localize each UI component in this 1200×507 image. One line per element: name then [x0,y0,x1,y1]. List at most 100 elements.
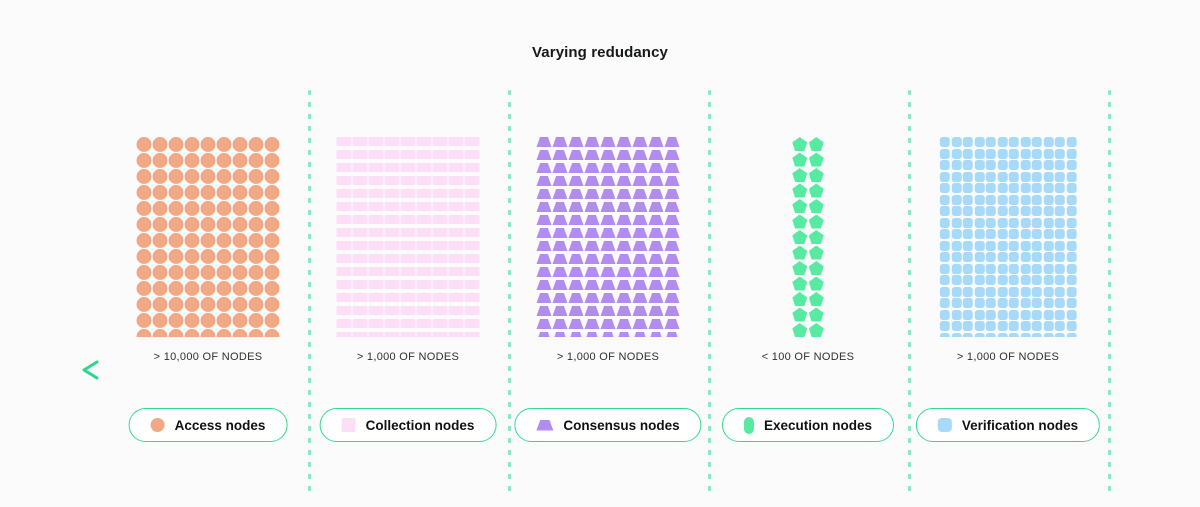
consensus-node-shape [616,254,632,264]
collection-node-shape [384,267,400,276]
consensus-node-shape [584,176,600,186]
access-node-shape [216,329,232,337]
verification-node-shape [1054,148,1065,159]
consensus-node-shape [600,254,616,264]
consensus-node-shape [584,163,600,173]
collection-node-shape [336,332,352,337]
collection-node-shape [336,228,352,237]
consensus-node-shape [664,176,680,186]
verification-node-shape [974,240,985,251]
collection-node-shape [336,176,352,185]
consensus-node-shape [648,215,664,225]
consensus-node-shape [584,228,600,238]
collection-node-shape [336,150,352,159]
verification-node-count-label: > 1,000 OF NODES [956,351,1060,363]
access-node-shape [200,297,216,312]
collection-node-shape [368,306,384,315]
access-node-shape [248,313,264,328]
collection-node-shape [352,189,368,198]
consensus-node-shape [552,215,568,225]
verification-node-shape [1066,194,1077,205]
consensus-node-shape [552,319,568,329]
consensus-node-shape [600,306,616,316]
collection-node-shape [448,306,464,315]
access-node-shape [136,281,152,296]
verification-node-shape [1066,332,1077,337]
consensus-node-shape [568,137,584,147]
verification-node-shape [1031,332,1042,337]
access-node-shape [264,249,280,264]
verification-node-shape [985,252,996,262]
access-node-shape [200,201,216,216]
collection-node-shape [400,150,416,159]
collection-node-shape [416,150,432,159]
consensus-node-shape [664,228,680,238]
verification-node-shape [1031,229,1042,239]
consensus-node-shape [568,319,584,329]
execution-node-shape [792,307,808,322]
consensus-node-shape [568,267,584,277]
verification-node-shape [1054,252,1065,262]
verification-node-shape [939,183,950,193]
consensus-node-shape [664,163,680,173]
verification-node-shape [997,194,1008,205]
verification-node-shape [1020,160,1031,170]
verification-node-shape [1031,148,1042,159]
verification-node-shape [962,240,973,251]
access-node-shape [184,153,200,168]
collection-node-shape [384,241,400,250]
collection-node-shape [464,306,480,315]
consensus-node-shape [568,163,584,173]
verification-node-shape [939,171,950,182]
verification-node-shape [1043,263,1054,274]
verification-node-shape [985,160,996,170]
access-node-shape [232,153,248,168]
collection-node-shape [368,137,384,146]
access-node-shape [136,297,152,312]
access-node-shape [264,153,280,168]
verification-node-shape [997,332,1008,337]
verification-node-shape [985,298,996,308]
verification-node-shape [1031,240,1042,251]
consensus-node-shape [536,306,552,316]
verification-node-shape [1066,183,1077,193]
consensus-node-shape [536,241,552,251]
collection-node-shape [352,150,368,159]
execution-node-shape [792,137,808,151]
consensus-node-shape [584,202,600,212]
collection-node-shape [448,241,464,250]
access-node-shape [136,249,152,264]
verification-node-shape [974,229,985,239]
collection-node-shape [336,202,352,211]
access-node-shape [136,329,152,337]
access-node-shape [200,233,216,248]
verification-node-shape [1043,309,1054,320]
collection-node-shape [448,254,464,263]
verification-node-shape [1043,160,1054,170]
consensus-node-shape [632,176,648,186]
consensus-node-shape [568,228,584,238]
consensus-node-shape [584,241,600,251]
verification-node-shape [1031,183,1042,193]
collection-node-shape [432,228,448,237]
consensus-node-shape [632,215,648,225]
consensus-node-shape [552,137,568,147]
verification-node-shape [951,263,962,274]
verification-node-shape [962,263,973,274]
verification-node-shape [997,160,1008,170]
collection-node-shape [352,176,368,185]
section-consensus-nodes: > 1,000 OF NODES Consensus nodes [508,0,708,507]
consensus-node-shape [584,306,600,316]
consensus-node-shape [616,332,632,337]
access-node-shape [232,137,248,152]
verification-node-shape [1020,206,1031,216]
consensus-node-shape [552,306,568,316]
verification-node-shape [1020,332,1031,337]
access-node-shape [232,313,248,328]
verification-node-shape [1054,263,1065,274]
verification-node-shape [997,275,1008,285]
consensus-node-shape [600,241,616,251]
execution-node-shape [808,152,824,167]
verification-node-shape [974,309,985,320]
execution-node-shape [808,292,824,306]
